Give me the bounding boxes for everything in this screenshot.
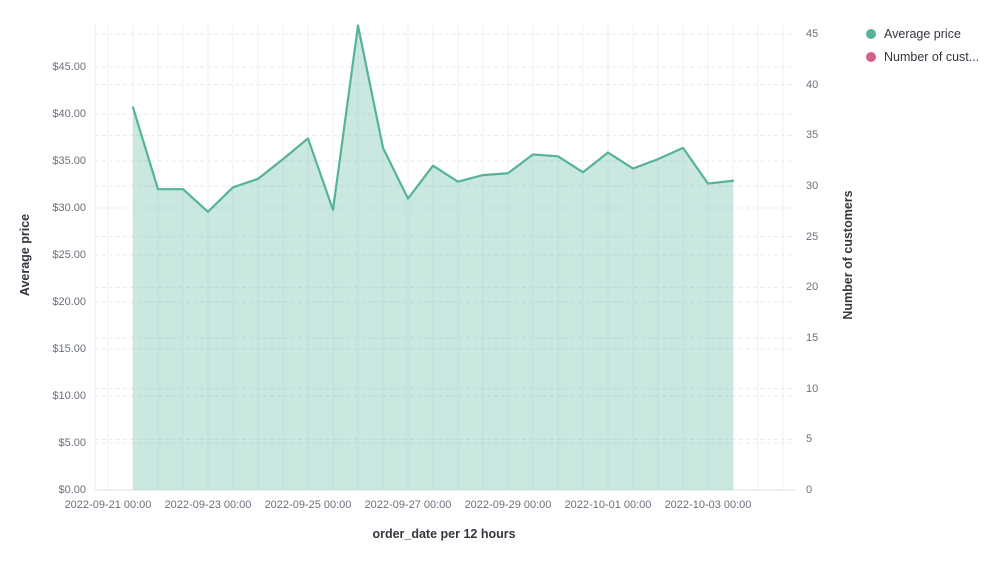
left-axis-tick-label: $5.00 (58, 437, 86, 449)
right-axis-tick-label: 20 (806, 281, 819, 294)
x-axis-tick-label: 2022-09-29 00:00 (464, 499, 552, 511)
left-axis-tick-label: $15.00 (52, 343, 86, 355)
legend-item-number-of-customers[interactable]: Number of cust... (866, 45, 979, 68)
legend: Average price Number of cust... (866, 22, 979, 68)
left-axis-tick-label: $35.00 (52, 155, 86, 167)
right-axis-tick-label: 45 (806, 28, 819, 40)
series-line-average-price (131, 24, 735, 213)
left-axis-tick-label: $40.00 (52, 108, 86, 120)
left-axis-tick-label: $10.00 (52, 390, 86, 402)
series-dot-icon (866, 51, 876, 62)
legend-label-number-of-customers: Number of cust... (884, 49, 980, 64)
x-axis-tick-label: 2022-09-25 00:00 (264, 499, 352, 511)
left-axis-tick-label: $25.00 (52, 249, 86, 261)
right-axis-tick-label: 30 (806, 180, 819, 192)
left-axis-tick-label: $30.00 (52, 202, 86, 214)
left-axis-tick-label: $45.00 (52, 61, 86, 73)
right-axis-tick-label: 40 (806, 78, 819, 91)
x-axis-tick-label: 2022-10-01 00:00 (564, 499, 652, 511)
right-axis-tick-label: 5 (806, 433, 813, 446)
x-axis-title: order_date per 12 hours (372, 527, 516, 541)
series-dot-icon (866, 28, 876, 39)
x-axis-tick-label: 2022-09-21 00:00 (64, 499, 152, 511)
right-axis-tick-label: 25 (806, 230, 819, 243)
left-axis-tick-label: $0.00 (58, 484, 86, 496)
right-axis-tick-label: 0 (806, 484, 813, 496)
x-axis-tick-label: 2022-09-23 00:00 (164, 499, 252, 511)
area-fill-average-price (133, 25, 733, 490)
left-axis-tick-label: $20.00 (52, 296, 86, 308)
x-axis-tick-label: 2022-10-03 00:00 (664, 499, 752, 511)
right-axis-tick-label: 10 (806, 382, 819, 395)
legend-item-average-price[interactable]: Average price (866, 22, 979, 45)
right-axis-tick-label: 15 (806, 332, 819, 344)
x-axis-tick-label: 2022-09-27 00:00 (364, 499, 452, 511)
right-axis-tick-label: 35 (806, 129, 819, 142)
legend-label-average-price: Average price (884, 26, 961, 41)
right-axis-title: Number of customers (841, 190, 855, 320)
